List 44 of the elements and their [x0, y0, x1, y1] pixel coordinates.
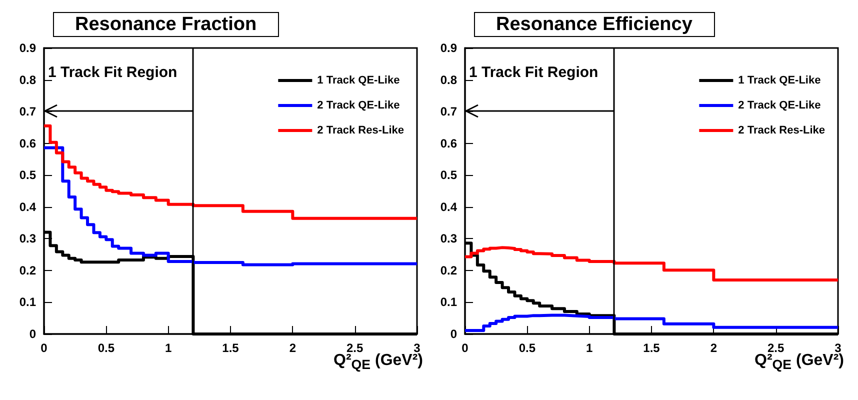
legend-label: 2 Track Res-Like: [738, 124, 826, 136]
y-tick-label: 0.6: [19, 136, 36, 150]
legend-label: 1 Track QE-Like: [317, 74, 400, 86]
y-tick-label: 0.4: [440, 200, 458, 214]
y-tick-label: 0.7: [19, 104, 36, 119]
y-tick-label: 0.3: [19, 232, 36, 246]
x-tick-label: 2.5: [346, 341, 364, 355]
x-tick-label: 2: [710, 341, 718, 355]
y-tick-label: 0.2: [19, 263, 36, 278]
legend-label: 2 Track QE-Like: [738, 100, 821, 112]
legend-label: 2 Track Res-Like: [317, 124, 404, 136]
y-tick-label: 0.7: [440, 104, 458, 119]
y-tick-label: 0.4: [19, 200, 36, 214]
x-tick-label: 1: [586, 341, 593, 355]
chart-title: Resonance Fraction: [75, 14, 257, 35]
x-tick-label: 2: [289, 341, 296, 355]
y-tick-label: 0.2: [440, 263, 458, 278]
y-tick-label: 0.8: [19, 72, 36, 87]
legend-label: 2 Track QE-Like: [317, 100, 400, 112]
y-tick-label: 0.3: [440, 232, 458, 246]
y-tick-label: 0: [450, 327, 458, 341]
x-tick-label: 1.5: [222, 341, 240, 355]
y-tick-label: 0.5: [440, 168, 458, 182]
x-tick-label: 1: [164, 341, 172, 355]
y-tick-label: 0.5: [19, 168, 36, 182]
legend-label: 1 Track QE-Like: [738, 74, 821, 86]
y-tick-label: 0.8: [440, 72, 458, 87]
y-tick-label: 0.1: [440, 295, 458, 310]
y-tick-label: 0: [29, 327, 36, 341]
annotation: 1 Track Fit Region: [48, 64, 178, 82]
y-tick-label: 0.1: [19, 295, 36, 310]
x-axis-title: Q²$_{QE}$ (GeV²): [754, 352, 844, 372]
y-tick-label: 0.6: [440, 136, 458, 150]
x-tick-label: 0.5: [518, 341, 536, 355]
x-tick-label: 0: [462, 341, 469, 355]
chart-title: Resonance Efficiency: [496, 14, 693, 35]
x-tick-label: 0.5: [98, 341, 115, 355]
x-axis-title: Q²$_{QE}$ (GeV²): [334, 352, 423, 372]
y-tick-label: 0.9: [19, 41, 36, 55]
x-tick-label: 1.5: [643, 341, 660, 355]
annotation: 1 Track Fit Region: [469, 64, 598, 82]
x-tick-label: 2.5: [767, 341, 784, 355]
y-tick-label: 0.9: [440, 41, 458, 55]
x-tick-label: 0: [40, 341, 48, 355]
